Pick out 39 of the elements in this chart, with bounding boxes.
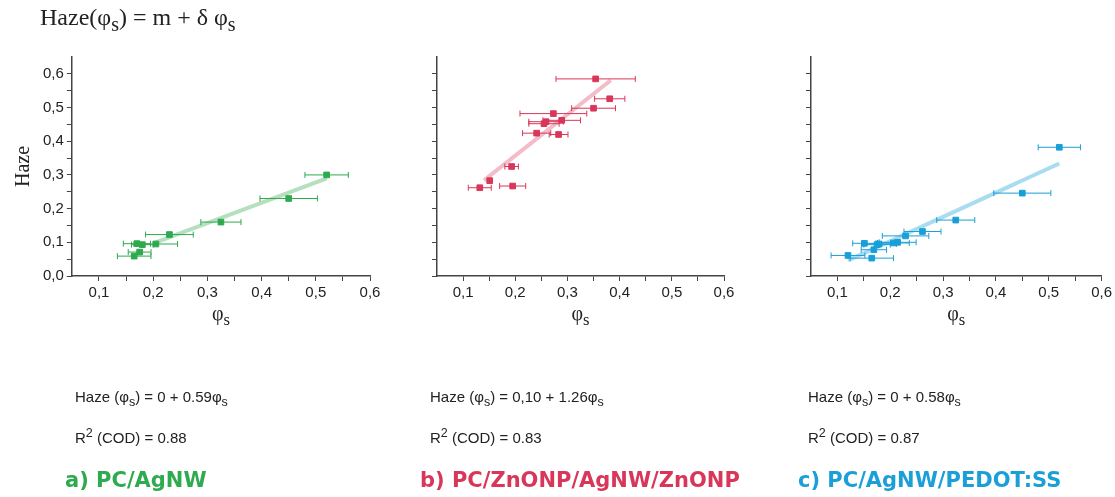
x-tick-label: 0,6 xyxy=(1091,283,1112,301)
x-tick-label: 0,3 xyxy=(196,283,218,301)
x-tick-label: 0,1 xyxy=(826,283,848,301)
x-tick-label: 0,2 xyxy=(504,283,526,301)
y-tick-label: 0,5 xyxy=(42,97,64,115)
y-tick-label: 0,3 xyxy=(42,165,64,183)
text: c) PC/AgNW/PEDOT:SS xyxy=(798,468,1062,492)
x-tick-label: 0,1 xyxy=(88,283,110,301)
text: R$^{2}$ (COD) = 0.88 xyxy=(75,426,187,446)
x-tick-label: 0,5 xyxy=(305,283,327,301)
x-axis-title: φ$_{s}$ xyxy=(947,302,966,330)
x-tick-label: 0,2 xyxy=(879,283,901,301)
y-tick-label: 0,1 xyxy=(42,232,64,250)
x-axis-title: φ$_{s}$ xyxy=(211,302,230,330)
x-tick-label: 0,4 xyxy=(609,283,631,301)
text: a) PC/AgNW xyxy=(65,468,207,492)
text: R$^{2}$ (COD) = 0.83 xyxy=(430,426,542,446)
y-tick-label: 0,0 xyxy=(42,266,64,284)
x-axis-title: φ$_{s}$ xyxy=(571,302,590,330)
y-tick-label: 0,4 xyxy=(42,131,64,149)
y-tick-label: 0,2 xyxy=(42,198,64,216)
x-tick-label: 0,1 xyxy=(452,283,474,301)
x-tick-label: 0,4 xyxy=(985,283,1007,301)
x-tick-label: 0,2 xyxy=(142,283,164,301)
x-tick-label: 0,4 xyxy=(251,283,273,301)
chart-title: Haze(φ$_{s}$) = m + δ φ$_{s}$ xyxy=(40,4,236,36)
x-tick-label: 0,5 xyxy=(661,283,683,301)
text: Haze (φ$_{s}$) = 0 + 0.58φ$_{s}$ xyxy=(808,388,961,409)
x-tick-label: 0,5 xyxy=(1038,283,1060,301)
text: R$^{2}$ (COD) = 0.87 xyxy=(808,426,920,446)
x-tick-label: 0,3 xyxy=(932,283,954,301)
x-tick-label: 0,3 xyxy=(557,283,578,301)
text: b) PC/ZnONP/AgNW/ZnONP xyxy=(420,468,740,492)
x-tick-label: 0,6 xyxy=(713,283,735,301)
y-axis-title: Haze xyxy=(11,145,35,188)
x-tick-label: 0,6 xyxy=(359,283,381,301)
text: Haze (φ$_{s}$) = 0,10 + 1.26φ$_{s}$ xyxy=(430,388,604,409)
y-tick-label: 0,6 xyxy=(42,63,64,81)
text: Haze (φ$_{s}$) = 0 + 0.59φ$_{s}$ xyxy=(75,388,228,409)
